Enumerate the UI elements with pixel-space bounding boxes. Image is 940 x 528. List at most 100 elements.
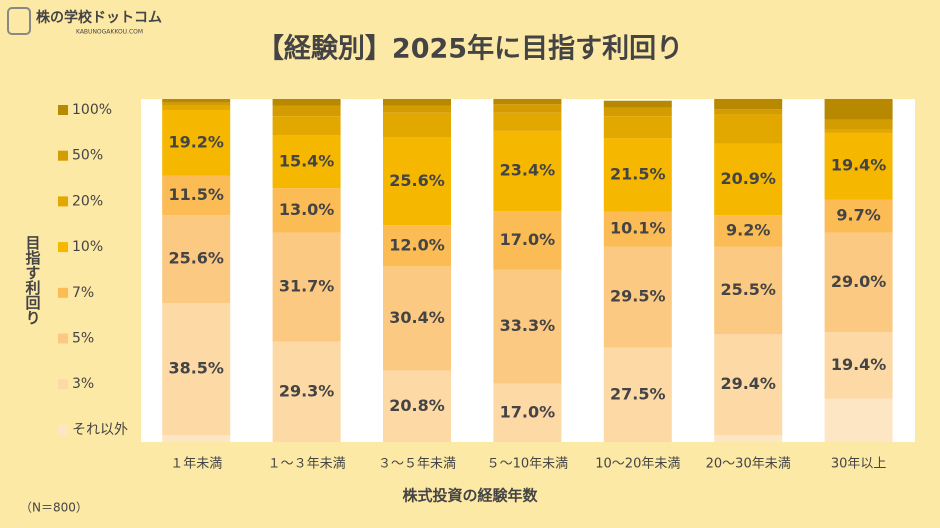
legend-label: 10% <box>72 239 103 255</box>
bar-segment <box>824 232 893 333</box>
value-label: 27.5% <box>610 384 666 403</box>
value-label: 12.0% <box>389 235 445 254</box>
value-label: 17.0% <box>500 402 556 421</box>
bar-segment <box>603 100 672 108</box>
legend-label: 5% <box>72 331 94 347</box>
logo: 株の学校ドットコム <box>36 9 162 26</box>
value-label: 13.0% <box>279 200 335 219</box>
bar-segment <box>714 109 783 115</box>
legend-label: 7% <box>72 285 94 301</box>
bar-segment <box>493 383 562 442</box>
bar-segment <box>383 112 451 138</box>
bar-segment <box>162 102 231 106</box>
value-label: 15.4% <box>279 151 335 170</box>
bar-segment <box>383 370 451 442</box>
bar-segment <box>272 232 341 342</box>
value-label: 19.2% <box>168 132 224 151</box>
x-tick-label: １年未満 <box>170 457 222 472</box>
legend-label: 3% <box>72 376 94 392</box>
bar-segment <box>162 303 231 436</box>
value-label: 29.4% <box>720 374 776 393</box>
legend-label: 20% <box>72 193 103 209</box>
legend-label: 50% <box>72 148 103 164</box>
bar-segment <box>714 334 783 436</box>
value-label: 9.2% <box>726 221 770 240</box>
bar-segment <box>383 137 451 226</box>
bar-segment <box>162 435 231 442</box>
bar-segment <box>603 211 672 247</box>
bar-segment <box>493 99 562 105</box>
legend-label: 100% <box>72 102 112 118</box>
bar-segment <box>714 215 783 247</box>
bar-segment <box>162 215 231 304</box>
bar-segment <box>603 138 672 212</box>
bar-segment <box>272 116 341 136</box>
x-axis-label: 株式投資の経験年数 <box>402 487 538 505</box>
legend-label: それ以外 <box>72 422 128 438</box>
bar-segment <box>272 135 341 189</box>
x-tick-label: 30年以上 <box>831 457 887 472</box>
value-label: 10.1% <box>610 219 666 238</box>
bar-segment <box>714 143 783 216</box>
bar-segment <box>824 99 893 120</box>
bar-segment <box>162 109 231 176</box>
value-label: 25.6% <box>389 171 445 190</box>
legend-swatch <box>58 105 68 115</box>
legend-swatch <box>58 424 68 435</box>
bar-segment <box>383 99 451 106</box>
bar-segment <box>714 114 783 144</box>
value-label: 25.6% <box>168 249 224 268</box>
value-label: 31.7% <box>279 277 335 296</box>
legend-swatch <box>58 287 68 298</box>
bar-segment <box>603 347 672 442</box>
bar-segment <box>824 129 893 133</box>
bar-segment <box>824 132 893 200</box>
bar-segment <box>714 99 783 110</box>
bar-segment <box>272 99 341 106</box>
value-label: 9.7% <box>836 206 880 225</box>
value-label: 33.3% <box>500 316 556 335</box>
value-label: 19.4% <box>831 355 887 374</box>
legend-swatch <box>58 333 68 344</box>
y-axis-label: 目指す利回り <box>24 235 42 325</box>
bar-segment <box>824 199 893 233</box>
value-label: 17.0% <box>500 230 556 249</box>
value-label: 20.8% <box>389 396 445 415</box>
bar-segment <box>824 119 893 130</box>
logo-sub: KABUNOGAKKOU.COM <box>76 29 143 36</box>
bar-segment <box>383 105 451 113</box>
bar-segment <box>162 105 231 110</box>
bar-segment <box>383 266 451 371</box>
value-label: 23.4% <box>500 161 556 180</box>
x-tick-label: 20～30年未満 <box>706 457 791 472</box>
x-tick-label: 10～20年未満 <box>595 457 680 472</box>
value-label: 21.5% <box>610 164 666 183</box>
bar-segment <box>714 246 783 335</box>
value-label: 25.5% <box>720 280 776 299</box>
bar-segment <box>493 104 562 113</box>
x-tick-label: ３～５年未満 <box>378 457 456 472</box>
bar-segment <box>383 225 451 267</box>
logo-icon <box>7 7 31 35</box>
bar-segment <box>493 211 562 270</box>
bar-segment <box>493 130 562 212</box>
bar-segment <box>272 188 341 233</box>
legend-swatch <box>58 196 68 207</box>
value-label: 38.5% <box>168 359 224 378</box>
value-label: 29.5% <box>610 287 666 306</box>
value-label: 29.3% <box>279 381 335 400</box>
bar-segment <box>824 332 893 399</box>
x-tick-label: １～３年未満 <box>268 457 346 472</box>
bar-segment <box>162 175 231 216</box>
bar-segment <box>493 112 562 131</box>
value-label: 19.4% <box>831 156 887 175</box>
bar-segment <box>162 99 231 103</box>
x-tick-label: ５～10年未満 <box>487 457 569 472</box>
legend-swatch <box>58 150 68 161</box>
bar-segment <box>272 341 341 442</box>
bar-segment <box>493 269 562 384</box>
legend-swatch <box>58 379 68 390</box>
value-label: 29.0% <box>831 272 887 291</box>
value-label: 20.9% <box>720 169 776 188</box>
